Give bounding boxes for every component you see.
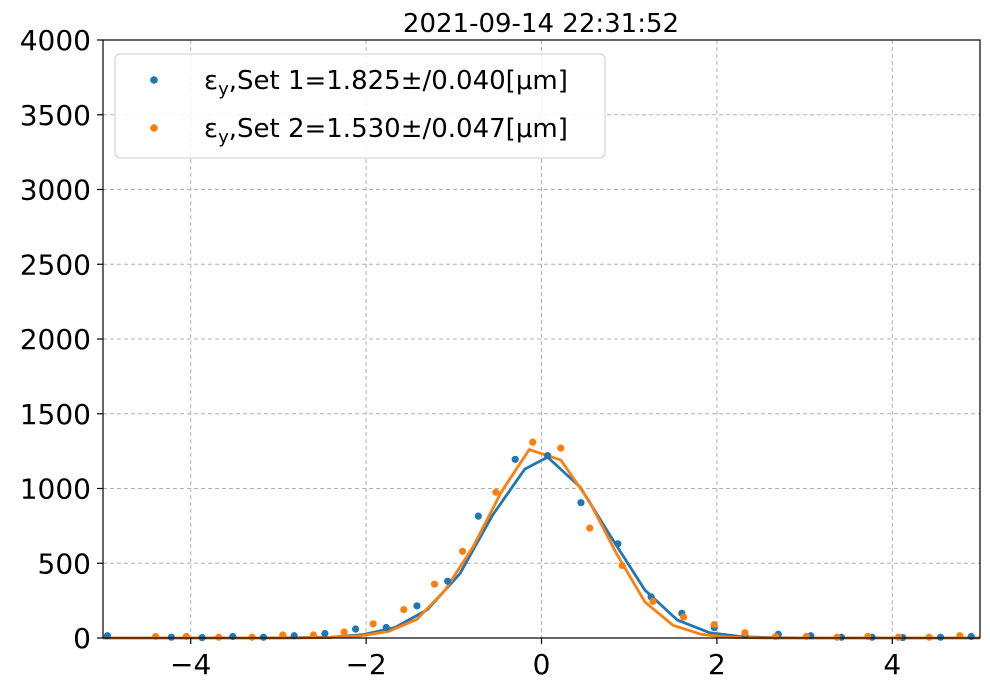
data-point-set-2 bbox=[458, 547, 467, 555]
data-point-set-2 bbox=[772, 632, 780, 641]
data-point-set-1 bbox=[544, 452, 552, 460]
data-point-set-2 bbox=[586, 524, 594, 532]
y-tick-label: 500 bbox=[38, 547, 91, 580]
data-point-set-2 bbox=[894, 633, 903, 641]
data-point-set-2 bbox=[741, 629, 749, 637]
data-point-set-1 bbox=[444, 577, 452, 585]
x-tick-label: −4 bbox=[170, 648, 211, 681]
data-point-set-2 bbox=[400, 605, 408, 614]
legend: εy,Set 1=1.825±/0.040[μm] εy,Set 2=1.530±… bbox=[114, 53, 606, 159]
data-point-set-1 bbox=[967, 632, 975, 641]
data-point-set-1 bbox=[577, 499, 585, 507]
data-point-set-2 bbox=[215, 633, 223, 641]
data-point-set-2 bbox=[430, 580, 439, 588]
legend-marker-set-2 bbox=[150, 124, 158, 132]
data-point-set-1 bbox=[351, 625, 360, 633]
data-point-set-2 bbox=[152, 632, 160, 641]
data-point-set-2 bbox=[182, 632, 190, 641]
data-point-set-2 bbox=[679, 613, 688, 621]
data-point-set-1 bbox=[511, 455, 519, 463]
y-tick-label: 0 bbox=[73, 622, 91, 655]
x-axis: −4 −2 0 2 4 bbox=[170, 638, 901, 681]
data-point-set-1 bbox=[167, 633, 176, 641]
data-point-set-2 bbox=[309, 631, 318, 639]
data-point-set-1 bbox=[382, 623, 390, 632]
data-point-set-2 bbox=[529, 438, 537, 446]
y-tick-label: 4000 bbox=[20, 24, 91, 57]
data-point-set-1 bbox=[614, 540, 622, 548]
y-tick-label: 1000 bbox=[20, 473, 91, 506]
x-tick-label: 4 bbox=[883, 648, 901, 681]
data-point-set-2 bbox=[492, 488, 500, 496]
data-point-set-1 bbox=[936, 633, 945, 641]
y-tick-label: 2000 bbox=[20, 323, 91, 356]
data-point-set-2 bbox=[248, 633, 256, 641]
legend-box bbox=[114, 53, 606, 159]
data-point-set-2 bbox=[618, 561, 626, 570]
legend-label-set-1: εy,Set 1=1.825±/0.040[μm] bbox=[204, 66, 568, 100]
data-point-set-2 bbox=[649, 597, 657, 605]
data-points bbox=[103, 438, 975, 642]
x-tick-label: −2 bbox=[345, 648, 386, 681]
data-point-set-2 bbox=[279, 631, 287, 639]
chart-title: 2021-09-14 22:31:52 bbox=[403, 9, 679, 39]
legend-label-set-2: εy,Set 2=1.530±/0.047[μm] bbox=[204, 114, 568, 148]
data-point-set-2 bbox=[864, 632, 872, 641]
x-tick-label: 0 bbox=[533, 648, 551, 681]
legend-marker-set-1 bbox=[150, 76, 158, 84]
data-point-set-2 bbox=[833, 633, 841, 641]
y-axis: 0 500 1000 1500 2000 2500 3000 3500 4000 bbox=[20, 24, 103, 655]
y-tick-label: 3000 bbox=[20, 174, 91, 207]
data-point-set-2 bbox=[340, 628, 348, 636]
data-point-set-1 bbox=[321, 629, 329, 638]
data-point-set-1 bbox=[259, 633, 268, 641]
data-point-set-1 bbox=[229, 632, 237, 641]
data-point-set-2 bbox=[557, 444, 565, 452]
y-tick-label: 1500 bbox=[20, 398, 91, 431]
data-point-set-2 bbox=[802, 632, 810, 641]
x-tick-label: 2 bbox=[708, 648, 726, 681]
data-point-set-1 bbox=[474, 512, 482, 520]
data-point-set-2 bbox=[369, 620, 377, 628]
data-point-set-2 bbox=[925, 633, 933, 641]
y-tick-label: 2500 bbox=[20, 248, 91, 281]
data-point-set-1 bbox=[413, 602, 421, 610]
y-tick-label: 3500 bbox=[20, 99, 91, 132]
data-point-set-2 bbox=[710, 620, 718, 629]
